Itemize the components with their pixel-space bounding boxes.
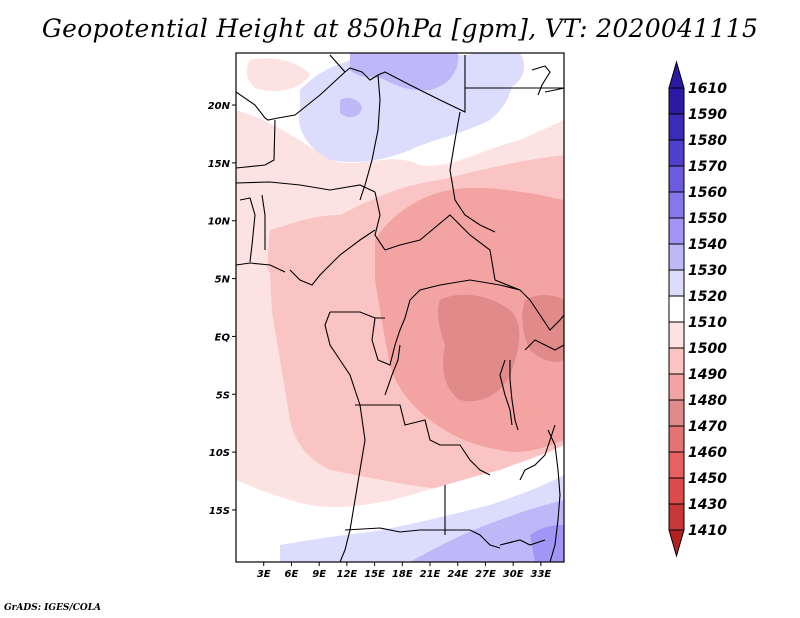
colorbar-segment (668, 373, 685, 401)
contour-1470-1480-east (522, 295, 564, 362)
x-tick-label: 9E (312, 569, 326, 580)
y-tick-label: 10S (209, 448, 230, 459)
x-axis: 3E 6E 9E 12E 15E 18E 21E 24E 27E 30E 33E (257, 562, 552, 580)
y-tick-label: 5N (215, 275, 231, 286)
colorbar-segment (668, 243, 685, 271)
colorbar-max-arrow (668, 60, 685, 89)
colorbar-label: 1460 (688, 445, 727, 461)
contour-fill (236, 53, 564, 562)
colorbar-segment (668, 87, 685, 115)
y-axis: 20N 15N 10N 5N EQ 5S 10S 15S (208, 101, 236, 517)
x-tick-label: 6E (285, 569, 299, 580)
country-borders (236, 54, 564, 562)
contour-1530-1540-south (410, 500, 564, 562)
colorbar: 1410 1430 1450 1460 1470 1480 1490 1500 1510 1520… (668, 60, 727, 558)
colorbar-segment (668, 295, 685, 323)
x-tick-label: 24E (447, 569, 468, 580)
x-tick-label: 21E (420, 569, 441, 580)
colorbar-label: 1530 (688, 263, 727, 279)
x-tick-label: 33E (531, 569, 552, 580)
colorbar-label: 1550 (688, 211, 727, 227)
colorbar-segment (668, 165, 685, 193)
contour-west-coast (236, 267, 289, 480)
x-tick-label: 15E (364, 569, 385, 580)
colorbar-segment (668, 503, 685, 531)
colorbar-label: 1510 (688, 315, 727, 331)
y-tick-label: EQ (215, 332, 231, 343)
colorbar-segment (668, 399, 685, 427)
colorbar-label: 1450 (688, 471, 727, 487)
contour-nw-blob (246, 58, 310, 92)
colorbar-label: 1500 (688, 341, 727, 357)
colorbar-label: 1410 (688, 523, 727, 539)
colorbar-segment (668, 139, 685, 167)
x-tick-label: 27E (475, 569, 496, 580)
x-tick-label: 3E (257, 569, 271, 580)
colorbar-label: 1490 (688, 367, 727, 383)
x-tick-label: 30E (503, 569, 524, 580)
colorbar-min-arrow (668, 529, 685, 558)
y-tick-label: 20N (208, 101, 231, 112)
contour-1530-1540-north (350, 53, 459, 91)
colorbar-label: 1590 (688, 107, 727, 123)
colorbar-label: 1520 (688, 289, 727, 305)
colorbar-segment (668, 321, 685, 349)
colorbar-segment (668, 425, 685, 453)
contour-1470-1480-core (437, 294, 520, 402)
colorbar-segment (668, 113, 685, 141)
colorbar-segment (668, 451, 685, 479)
colorbar-label: 1570 (688, 159, 727, 175)
y-tick-label: 5S (216, 390, 230, 401)
x-tick-label: 18E (392, 569, 413, 580)
colorbar-segment (668, 217, 685, 245)
y-tick-label: 10N (208, 217, 231, 228)
colorbar-label: 1540 (688, 237, 727, 253)
colorbar-label: 1580 (688, 133, 727, 149)
colorbar-label: 1480 (688, 393, 727, 409)
colorbar-label: 1430 (688, 497, 727, 513)
map-frame (235, 52, 565, 563)
colorbar-segment (668, 347, 685, 375)
contour-1530-1540-blob (340, 97, 362, 118)
chart-title: Geopotential Height at 850hPa [gpm], VT:… (41, 14, 759, 43)
y-tick-label: 15N (208, 159, 231, 170)
contour-1520-1530-north (299, 55, 513, 162)
colorbar-label: 1470 (688, 419, 727, 435)
colorbar-label: 1610 (688, 81, 727, 97)
contour-1520-1530-ne (470, 53, 525, 90)
x-tick-label: 12E (336, 569, 357, 580)
y-tick-label: 15S (209, 506, 230, 517)
colorbar-segment (668, 269, 685, 297)
contour-1540-1550-south (530, 525, 564, 562)
colorbar-segment (668, 191, 685, 219)
colorbar-segment (668, 477, 685, 505)
colorbar-label: 1560 (688, 185, 727, 201)
grads-credit: GrADS: IGES/COLA (4, 603, 102, 613)
